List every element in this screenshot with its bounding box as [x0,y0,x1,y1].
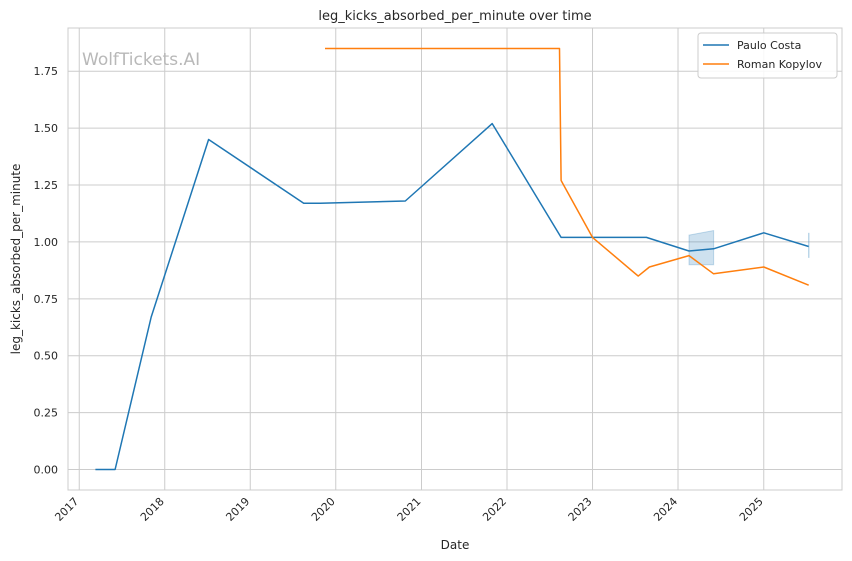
legend: Paulo Costa Roman Kopylov [697,32,838,79]
legend-label-paulo-costa: Paulo Costa [737,39,801,52]
data-point-paulo-costa [114,469,116,471]
data-point-paulo-costa [319,202,321,204]
confidence-bands [688,229,810,266]
y-tick-label: 1.50 [34,122,59,135]
data-point-roman-kopylov [649,266,651,268]
data-point-roman-kopylov [763,266,765,268]
data-point-paulo-costa [303,202,305,204]
data-point-paulo-costa [491,123,493,125]
data-point-paulo-costa [150,316,152,318]
data-point-paulo-costa [646,237,648,239]
confidence-band-paulo-costa [688,229,715,266]
y-axis-label: leg_kicks_absorbed_per_minute [9,164,23,355]
data-point-roman-kopylov [559,48,561,50]
legend-box [697,32,838,79]
data-point-roman-kopylov [324,48,326,50]
data-point-roman-kopylov [688,255,690,257]
legend-label-roman-kopylov: Roman Kopylov [737,58,822,71]
y-tick-labels: 0.00 0.25 0.50 0.75 1.00 1.25 1.50 1.75 [34,65,59,476]
series-lines [95,47,810,471]
series-line-roman-kopylov [325,47,809,286]
y-tick-label: 1.75 [34,65,59,78]
data-point-paulo-costa [763,232,765,234]
y-tick-label: 0.75 [34,293,59,306]
y-tick-label: 1.00 [34,236,59,249]
data-point-paulo-costa [405,200,407,202]
data-point-roman-kopylov [592,237,594,239]
plot-frame [67,27,843,491]
y-tick-label: 0.25 [34,407,59,420]
series-line-paulo-costa [95,122,809,471]
y-tick-label: 0.00 [34,464,59,477]
data-point-paulo-costa [713,248,715,250]
y-tick-label: 1.25 [34,179,59,192]
data-point-paulo-costa [208,139,210,141]
data-point-paulo-costa [560,237,562,239]
grid [68,28,842,490]
data-point-roman-kopylov [560,180,562,182]
y-tick-label: 0.50 [34,350,59,363]
x-axis-label: Date [441,538,470,552]
chart-title: leg_kicks_absorbed_per_minute over time [318,9,591,24]
data-point-roman-kopylov [713,273,715,275]
data-point-roman-kopylov [637,275,639,277]
data-point-paulo-costa [808,246,810,248]
data-point-roman-kopylov [808,284,810,286]
watermark: WolfTickets.AI [82,50,200,70]
data-point-paulo-costa [95,469,97,471]
data-point-paulo-costa [688,250,690,252]
